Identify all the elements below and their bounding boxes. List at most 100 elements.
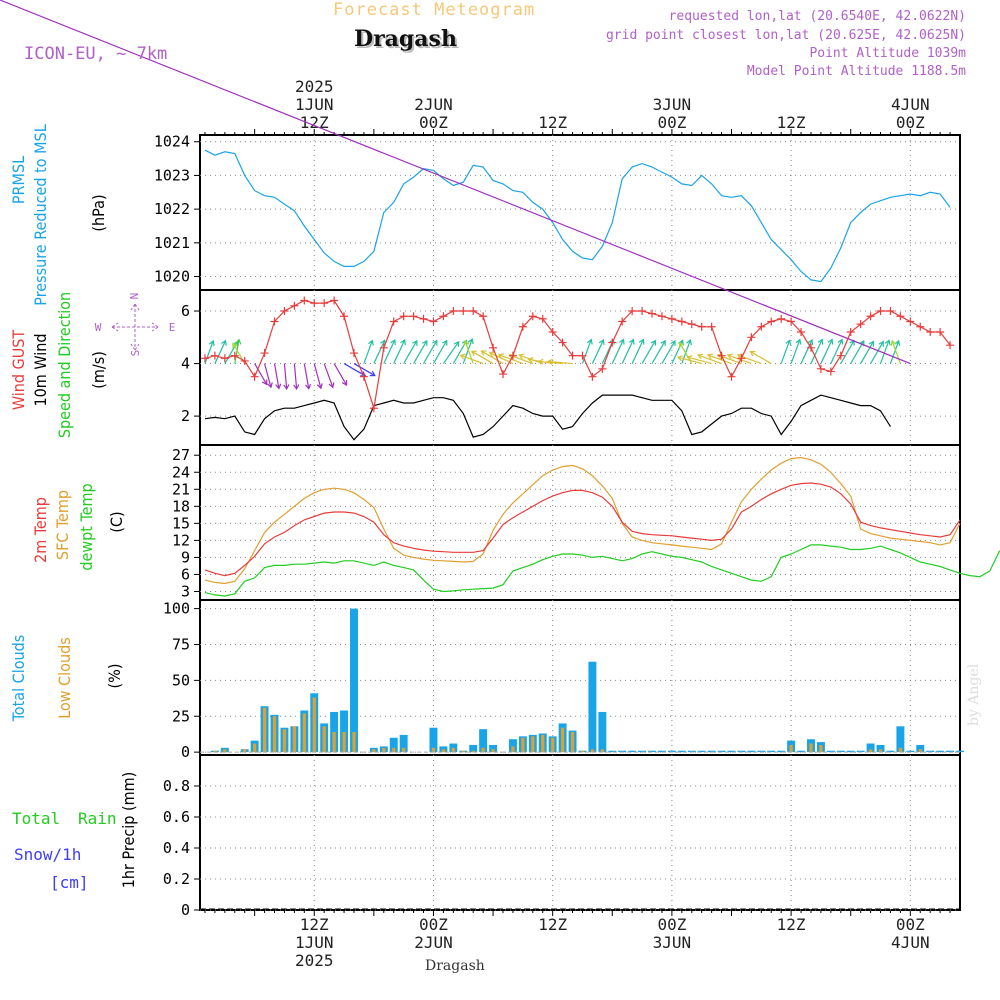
low-cloud-bar	[868, 749, 873, 753]
wind-arrow-head	[546, 358, 553, 365]
gust-marker	[518, 322, 527, 331]
wind-arrow	[254, 363, 268, 385]
gust-marker	[359, 372, 368, 381]
gust-marker	[856, 320, 865, 329]
gust-marker	[429, 317, 438, 326]
gust-marker	[677, 317, 686, 326]
gust-marker	[508, 351, 517, 360]
low-cloud-bar	[789, 744, 793, 753]
wind-arrow	[263, 363, 272, 388]
wind-arrow-head	[266, 382, 273, 389]
model-label: ICON-EU, ~ 7km	[24, 44, 168, 64]
footer-location: Dragash	[425, 958, 485, 974]
wind-arrow-head	[453, 340, 460, 347]
wind-arrow-head	[316, 383, 323, 390]
dewpoint-label: dewpt Temp	[77, 483, 96, 570]
wind-arrow-head	[459, 353, 466, 360]
total-cloud-bar	[449, 743, 458, 753]
wind-arrow-head	[537, 358, 544, 365]
wind-arrow-head	[807, 338, 814, 346]
total-cloud-bar	[697, 750, 706, 753]
precip-axis-label: 1hr Precip (mm)	[119, 772, 138, 889]
gust-marker	[310, 299, 319, 308]
time-label-top: 12Z	[538, 113, 567, 132]
wind-arrow	[840, 340, 855, 364]
wind-arrow-head	[488, 351, 495, 358]
gust-marker	[657, 312, 666, 321]
low-cloud-bar	[561, 727, 565, 753]
total-cloud-bar	[896, 726, 905, 753]
total-cloud-bar	[906, 750, 915, 753]
total-cloud-bar	[508, 739, 517, 753]
gust-marker	[449, 307, 458, 316]
gust-marker	[787, 317, 796, 326]
compass-n: N	[128, 293, 141, 300]
gust-marker	[260, 349, 269, 358]
precip-rain-label: Rain	[78, 809, 117, 828]
total-cloud-bar	[836, 750, 845, 753]
wind-arrow	[641, 340, 656, 364]
wind-arrow	[631, 339, 644, 364]
wind-arrow	[697, 354, 722, 365]
wind-arrow	[681, 339, 691, 364]
panel-frame	[199, 754, 961, 911]
wind-arrow-head	[368, 339, 374, 346]
y-tick-label: 1020	[154, 268, 190, 286]
gust-marker	[459, 307, 468, 316]
low-cloud-bar	[570, 732, 575, 753]
total-cloud-bar	[777, 750, 786, 753]
total-cloud-bar	[389, 737, 398, 753]
low-cloud-bar	[262, 707, 267, 753]
y-tick-label: 0	[181, 743, 190, 761]
gust-marker	[558, 338, 567, 347]
gust-marker	[747, 333, 756, 342]
wind-arrow-head	[497, 353, 504, 360]
panel-frame	[199, 134, 961, 291]
low-cloud-bar	[392, 747, 396, 753]
location-title: Dragash	[354, 26, 457, 52]
wind-arrow	[303, 363, 310, 389]
total-cloud-bar	[826, 750, 835, 753]
low-clouds-label: Low Clouds	[55, 637, 74, 719]
wind-arrow-head	[837, 338, 844, 345]
wind-arrow-head	[412, 339, 418, 346]
wind-arrow	[224, 341, 238, 364]
low-cloud-bar	[342, 732, 346, 753]
wind-arrow	[353, 363, 376, 377]
total-cloud-bar	[340, 710, 349, 753]
low-cloud-bar	[292, 726, 296, 753]
gust-marker	[250, 372, 259, 381]
low-cloud-bar	[590, 749, 595, 753]
gust-marker	[936, 328, 945, 337]
wind-arrow-head	[518, 353, 525, 360]
gust-marker	[578, 351, 587, 360]
wind-arrow-head	[586, 338, 593, 345]
y-tick-label: 2	[181, 407, 190, 425]
low-cloud-bar	[243, 749, 247, 753]
gust-marker	[349, 349, 358, 358]
gust-marker	[618, 317, 627, 326]
temp-unit: (C)	[107, 511, 126, 532]
gust-marker	[280, 307, 289, 316]
gust-marker	[320, 299, 329, 308]
low-cloud-bar	[531, 736, 535, 753]
y-tick-label: 6	[181, 302, 190, 320]
wind-unit: (m/s)	[89, 351, 108, 389]
gust-marker	[866, 312, 875, 321]
gust-marker	[568, 351, 577, 360]
compass-e: E	[169, 321, 176, 334]
y-tick-label: 0.4	[163, 839, 190, 857]
wind-arrow-head	[422, 339, 428, 346]
total-cloud-bar	[767, 750, 776, 753]
wind-arrow	[820, 339, 833, 364]
wind-arrow-head	[328, 382, 335, 389]
precip-snow-label: Snow/1h	[14, 845, 81, 864]
wind-arrow-head	[670, 340, 676, 347]
gust-marker	[409, 312, 418, 321]
gust-marker	[717, 351, 726, 360]
gust-marker	[737, 354, 746, 363]
grid-point-location: grid point closest lon,lat (20.625E, 42.…	[605, 28, 966, 43]
wind-arrow	[204, 340, 214, 364]
compass-s: S	[129, 350, 142, 357]
gust-marker	[439, 312, 448, 321]
